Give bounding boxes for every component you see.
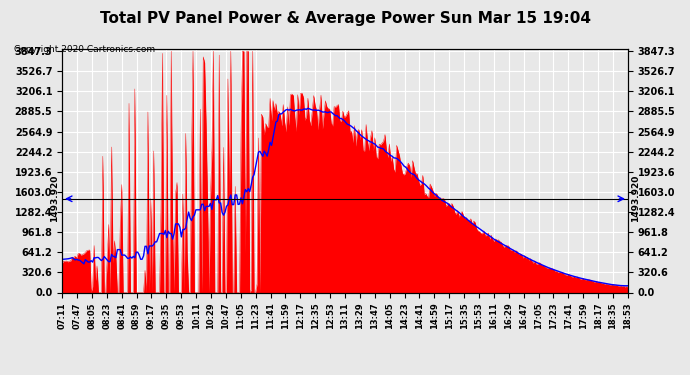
Text: 1493.920: 1493.920 xyxy=(50,175,59,222)
Text: Copyright 2020 Cartronics.com: Copyright 2020 Cartronics.com xyxy=(14,45,155,54)
Text: Total PV Panel Power & Average Power Sun Mar 15 19:04: Total PV Panel Power & Average Power Sun… xyxy=(99,11,591,26)
Text: 1493.920: 1493.920 xyxy=(631,175,640,222)
